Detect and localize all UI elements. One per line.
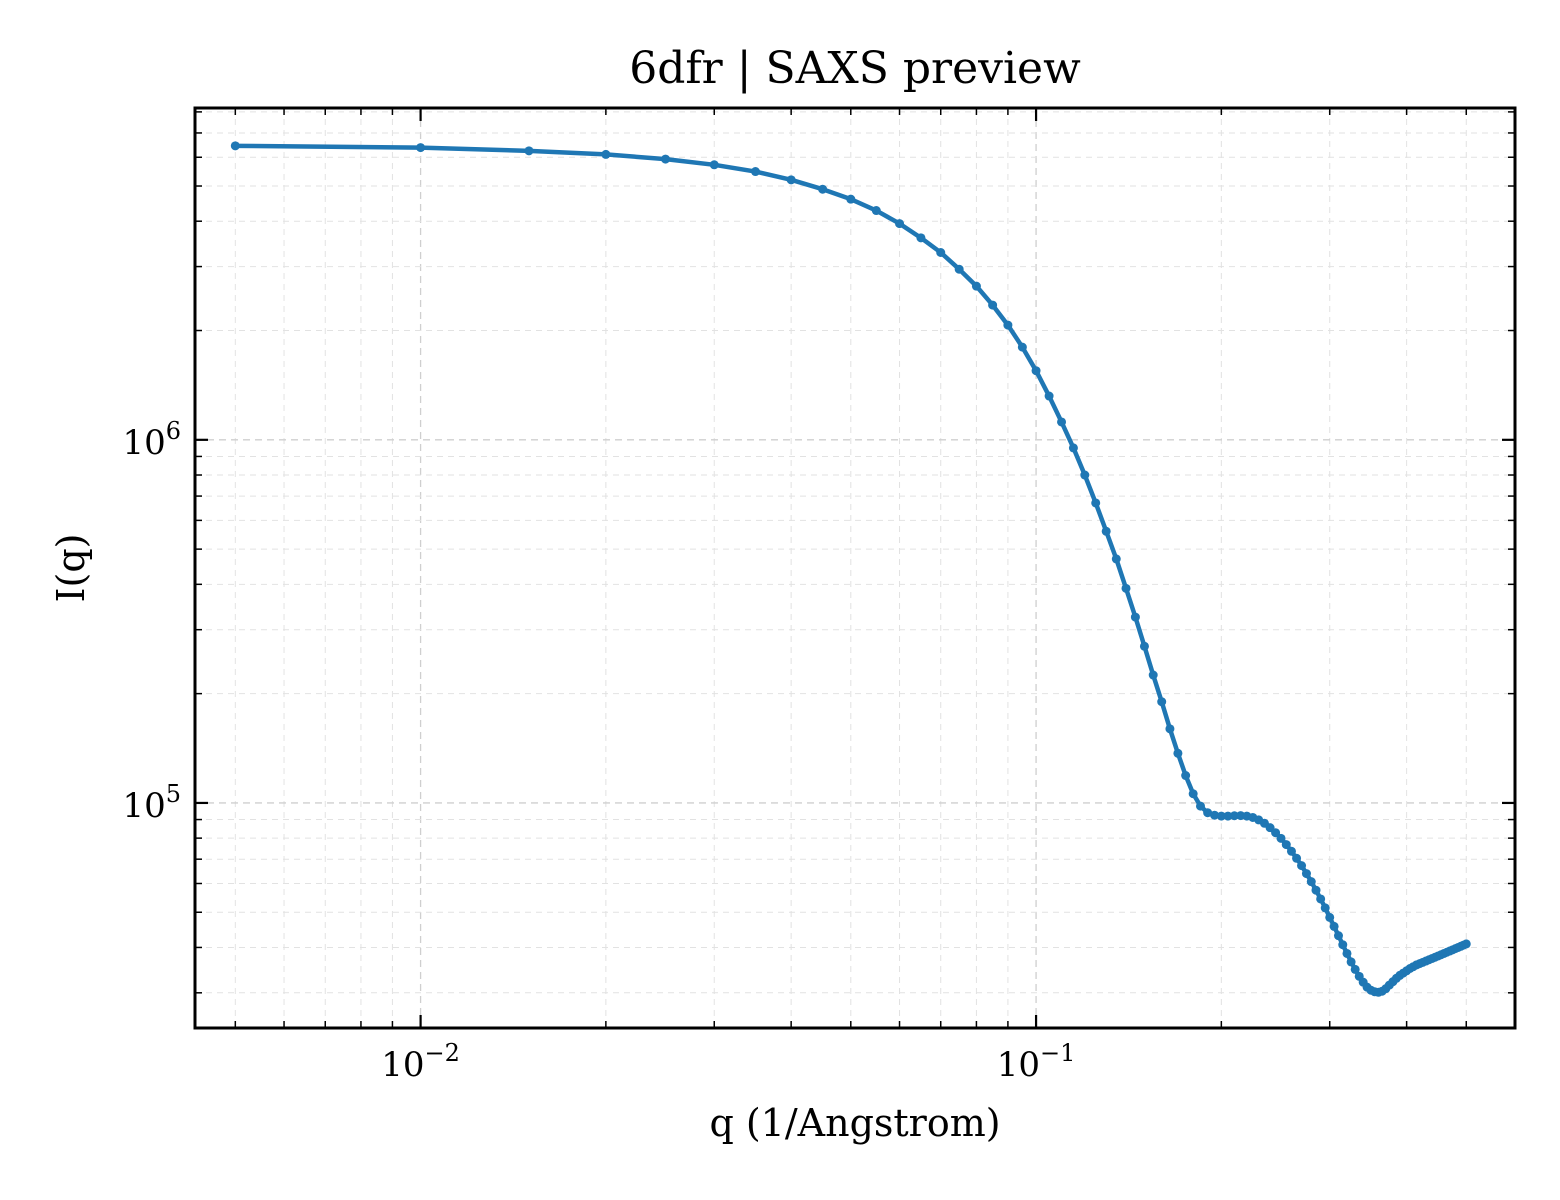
data-point bbox=[709, 160, 719, 170]
tick-labels: 10−2 10−1 105 106 bbox=[122, 417, 1075, 1085]
data-point bbox=[1329, 921, 1339, 931]
data-point bbox=[1281, 840, 1291, 850]
tick-marks bbox=[195, 108, 1515, 1028]
x-tick-label: 10−2 bbox=[381, 1039, 460, 1085]
data-point bbox=[1286, 846, 1296, 856]
data-point bbox=[1101, 526, 1111, 536]
data-point bbox=[895, 219, 905, 229]
data-point bbox=[916, 233, 926, 243]
data-point bbox=[1181, 771, 1191, 781]
data-point bbox=[1091, 498, 1101, 508]
data-point bbox=[1173, 748, 1183, 758]
data-point bbox=[1338, 940, 1348, 950]
data-point bbox=[661, 154, 671, 164]
data-point bbox=[988, 300, 998, 310]
y-tick-label: 106 bbox=[122, 417, 181, 463]
data-point bbox=[1292, 853, 1302, 863]
data-point bbox=[1342, 948, 1352, 958]
data-point bbox=[1311, 885, 1321, 895]
chart-title: 6dfr | SAXS preview bbox=[629, 43, 1081, 94]
data-point bbox=[871, 206, 881, 216]
data-point bbox=[1130, 612, 1140, 622]
series-layer bbox=[230, 141, 1471, 997]
data-point bbox=[416, 143, 426, 153]
data-point bbox=[846, 194, 856, 204]
data-point bbox=[1080, 470, 1090, 480]
data-point bbox=[818, 184, 828, 194]
data-point bbox=[1350, 964, 1360, 974]
data-point bbox=[1057, 417, 1067, 427]
data-point bbox=[1461, 939, 1471, 949]
data-point bbox=[230, 141, 240, 151]
data-point bbox=[1068, 443, 1078, 453]
data-point bbox=[1333, 931, 1343, 941]
data-point bbox=[1044, 391, 1054, 401]
data-point bbox=[1297, 861, 1307, 871]
data-point bbox=[1017, 342, 1027, 352]
data-point bbox=[1031, 366, 1041, 376]
data-point bbox=[1157, 697, 1167, 707]
data-point bbox=[1210, 810, 1220, 820]
data-point bbox=[750, 167, 760, 177]
data-point bbox=[524, 146, 534, 156]
data-point bbox=[936, 247, 946, 257]
y-axis-label: I(q) bbox=[49, 534, 93, 603]
x-tick-label: 10−1 bbox=[997, 1039, 1076, 1085]
x-axis-label: q (1/Angstrom) bbox=[709, 1101, 1000, 1145]
data-point bbox=[1320, 903, 1330, 913]
data-point bbox=[971, 281, 981, 291]
data-point bbox=[601, 149, 611, 159]
data-point bbox=[1223, 811, 1233, 821]
data-point bbox=[1346, 957, 1356, 967]
data-point bbox=[1301, 869, 1311, 879]
data-point bbox=[1003, 320, 1013, 330]
y-tick-label: 105 bbox=[122, 780, 181, 826]
data-point bbox=[1271, 828, 1281, 838]
data-point bbox=[1216, 811, 1226, 821]
data-point bbox=[1276, 833, 1286, 843]
data-point bbox=[1139, 641, 1149, 651]
data-point bbox=[954, 264, 964, 274]
data-point bbox=[786, 175, 796, 185]
data-point bbox=[1325, 912, 1335, 922]
data-point bbox=[1165, 724, 1175, 734]
data-point bbox=[1229, 811, 1239, 821]
data-point bbox=[1196, 801, 1206, 811]
data-point bbox=[1203, 808, 1213, 818]
data-point bbox=[1148, 670, 1158, 680]
data-point bbox=[1111, 554, 1121, 564]
plot-frame bbox=[193, 106, 1517, 1030]
data-point bbox=[1188, 789, 1198, 799]
data-point bbox=[1316, 894, 1326, 904]
data-point bbox=[1306, 877, 1316, 887]
grid bbox=[195, 108, 1515, 1028]
data-point bbox=[1121, 583, 1131, 593]
